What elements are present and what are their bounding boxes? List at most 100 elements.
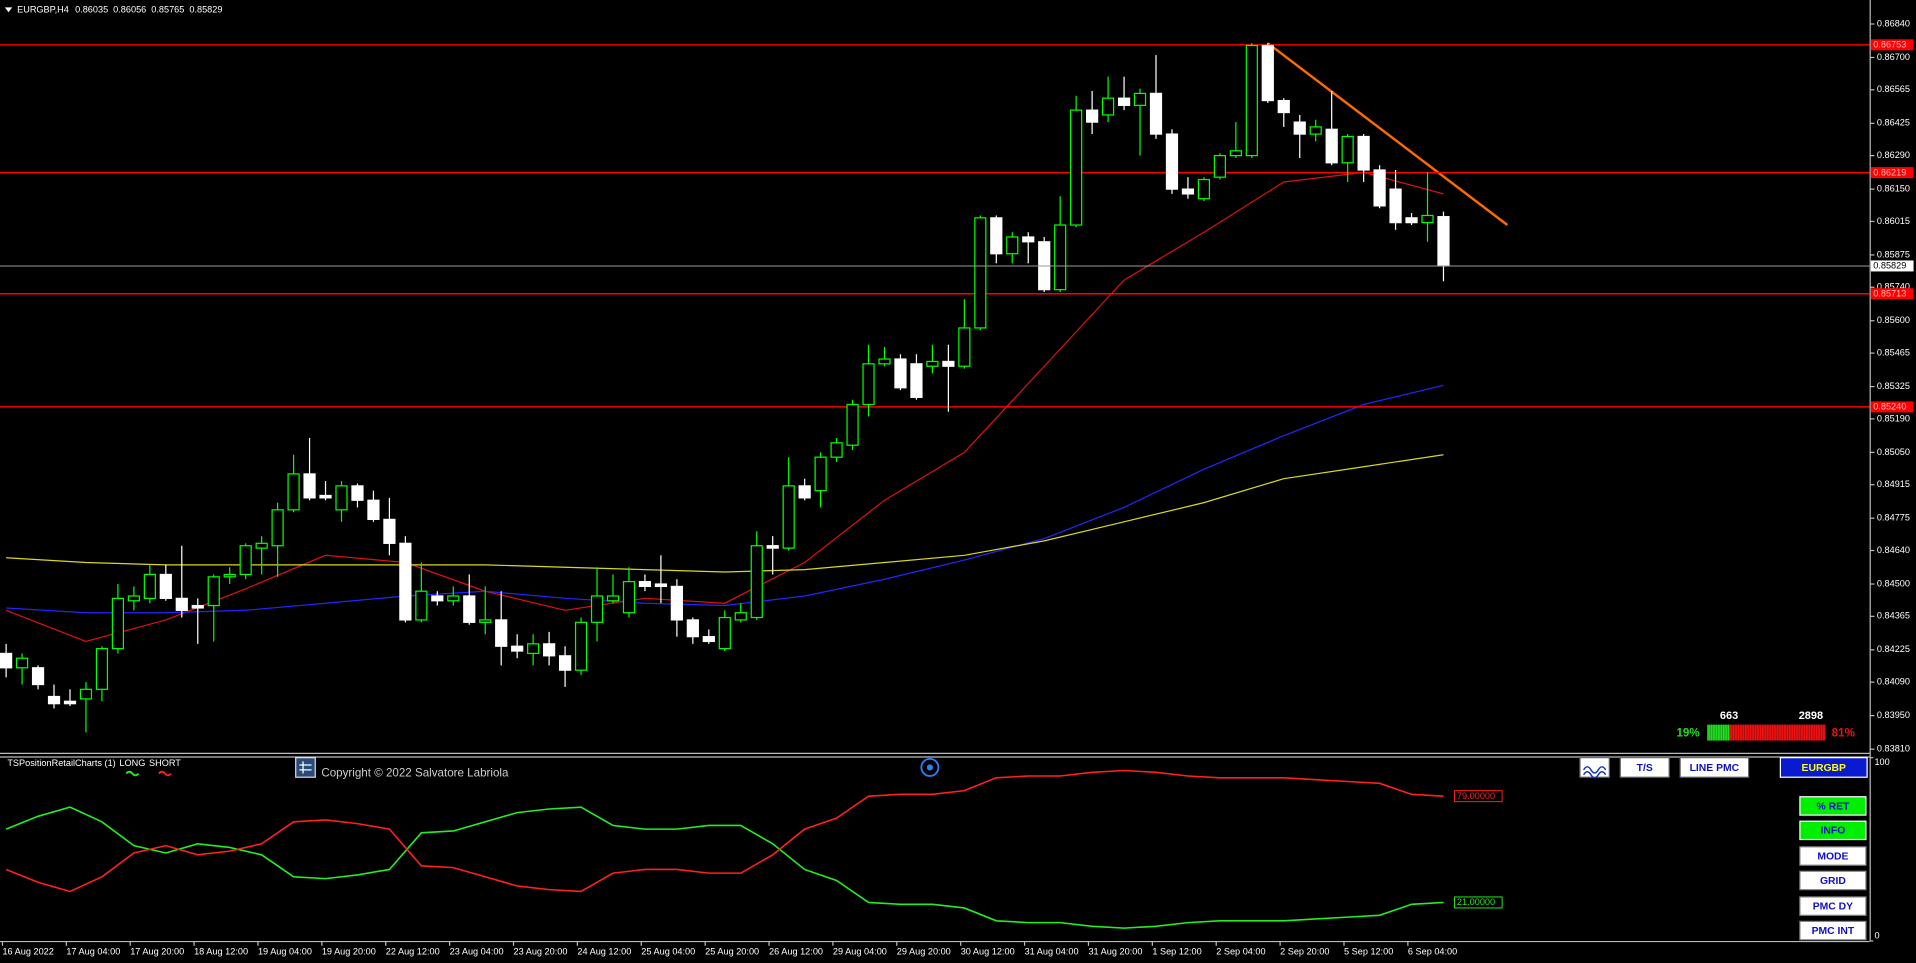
candle-body	[670, 585, 683, 621]
ret-button[interactable]	[1799, 796, 1867, 816]
y-tick-label: 0.85465	[1877, 347, 1910, 357]
candle-body	[383, 518, 396, 544]
x-tick-label: 17 Aug 20:00	[130, 946, 184, 956]
pmc-dy-button[interactable]	[1799, 896, 1867, 916]
y-tick-label: 0.83950	[1877, 710, 1910, 720]
candle-body	[527, 643, 540, 655]
y-tick-label: 0.86840	[1877, 18, 1910, 28]
candle-body	[127, 595, 140, 602]
candle-body	[319, 494, 332, 499]
x-tick-label: 6 Sep 04:00	[1408, 946, 1457, 956]
candle-body	[878, 358, 891, 365]
candle-body	[702, 636, 715, 643]
candle-body	[1421, 214, 1434, 224]
candle-body	[574, 621, 588, 671]
candle-body	[367, 499, 380, 521]
symbol: EURGBP,H4	[17, 5, 69, 15]
short-count: 2898	[1799, 710, 1823, 722]
short-percent: 81%	[1832, 726, 1855, 739]
grid-button[interactable]	[1799, 870, 1867, 891]
sentiment-bar	[1707, 724, 1826, 741]
candle-body	[558, 655, 572, 671]
pmc-int-button[interactable]	[1799, 920, 1867, 941]
level-label-box	[1870, 401, 1914, 413]
candle-body	[638, 581, 652, 588]
line-pmc-button-label: LINE PMC	[1690, 763, 1740, 774]
candle-body	[15, 657, 29, 669]
y-tick-label: 0.86425	[1877, 118, 1910, 128]
x-tick-label: 30 Aug 12:00	[961, 946, 1015, 956]
mode-button[interactable]	[1799, 846, 1867, 866]
y-tick-label: 0.86290	[1877, 150, 1910, 160]
value-label: 21.00000	[1457, 897, 1495, 907]
candle-body	[1101, 97, 1115, 116]
y-tick-label: 0.84640	[1877, 545, 1910, 555]
candle-body	[0, 652, 13, 669]
candle-body	[175, 597, 188, 611]
ret-button-label: % RET	[1816, 801, 1850, 812]
target-icon[interactable]	[920, 757, 940, 777]
candle-body	[1070, 109, 1083, 226]
candle-body	[926, 360, 939, 367]
indicator-title: TSPositionRetailCharts (1)	[7, 758, 115, 768]
candle-body	[159, 573, 172, 599]
mode-button-label: MODE	[1817, 851, 1848, 862]
candle-body	[1245, 44, 1258, 157]
info-button[interactable]	[1799, 820, 1867, 841]
candle-body	[335, 485, 348, 511]
y-tick-label: 0.86700	[1877, 52, 1910, 62]
candle-body	[543, 643, 556, 657]
y-tick-label: 0.86015	[1877, 216, 1910, 226]
x-tick-label: 23 Aug 20:00	[514, 946, 568, 956]
candle-body	[511, 645, 524, 652]
candle-body	[431, 595, 444, 602]
level-label-box	[1870, 288, 1914, 300]
x-tick-label: 29 Aug 20:00	[897, 946, 951, 956]
x-tick-label: 26 Aug 12:00	[769, 946, 823, 956]
candle-body	[111, 597, 125, 650]
pmc-dy-button-label: PMC DY	[1813, 901, 1853, 912]
candle-body	[239, 545, 252, 576]
x-tick-label: 31 Aug 20:00	[1088, 946, 1142, 956]
current-price-box	[1870, 260, 1914, 272]
candle-body	[1293, 121, 1306, 135]
symbol-button[interactable]	[1779, 757, 1868, 778]
x-tick-label: 31 Aug 04:00	[1025, 946, 1079, 956]
candle-body	[750, 545, 763, 619]
level-label: 0.86753	[1873, 40, 1906, 50]
y-tick-label: 0.85875	[1877, 249, 1910, 259]
indicator-line	[6, 384, 1444, 614]
y-tick-label: 0.86565	[1877, 84, 1910, 94]
candle-body	[798, 485, 811, 499]
header-collapse-icon[interactable]	[4, 7, 13, 13]
legend-label: LONG	[119, 758, 145, 768]
legend-swatch	[125, 770, 140, 777]
y-tick-label: 0.86150	[1877, 184, 1910, 194]
candle-body	[1357, 135, 1370, 171]
candle-body	[1389, 188, 1402, 224]
candle-body	[622, 581, 636, 614]
candle-body	[1309, 126, 1322, 135]
candle-body	[463, 595, 476, 623]
candle-body	[910, 363, 923, 398]
candle-body	[1133, 92, 1147, 106]
candle-body	[1165, 133, 1179, 190]
y-tick-label: 0.85600	[1877, 315, 1910, 325]
current-price-label: 0.85829	[1873, 261, 1906, 271]
candle-body	[654, 583, 668, 588]
candle-body	[79, 688, 93, 700]
y-tick-label: 0.84915	[1877, 479, 1910, 489]
candle-body	[1006, 236, 1019, 255]
close-price: 0.85829	[189, 5, 222, 15]
candle-body	[207, 576, 220, 607]
ts-button[interactable]	[1619, 757, 1670, 778]
candle-body	[1277, 99, 1290, 114]
y-tick-label: 0.84775	[1877, 513, 1910, 523]
line-pmc-button[interactable]	[1679, 757, 1750, 778]
candle-body	[974, 217, 987, 329]
candle-body	[271, 509, 284, 547]
level-label-box	[1870, 167, 1914, 179]
